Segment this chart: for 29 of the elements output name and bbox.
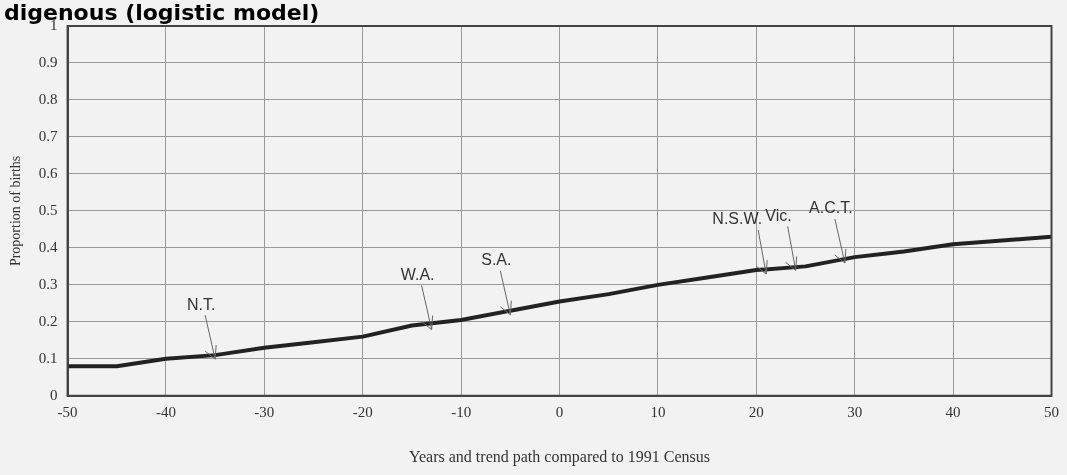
x-tick-label: -50 bbox=[57, 403, 78, 420]
x-tick-label: 40 bbox=[945, 403, 961, 420]
y-tick-label: 0.9 bbox=[38, 53, 58, 70]
y-tick-label: 0.5 bbox=[38, 201, 58, 218]
y-tick-label: 0.7 bbox=[38, 127, 59, 144]
annotation: N.S.W. bbox=[712, 210, 763, 228]
annotation: N.T. bbox=[186, 295, 216, 313]
y-tick-label: 0.2 bbox=[38, 312, 58, 329]
x-axis-title: Years and trend path compared to 1991 Census bbox=[409, 447, 711, 466]
y-tick-label: 0.3 bbox=[38, 275, 58, 292]
x-tick-label: 20 bbox=[748, 403, 764, 420]
y-tick-label: 0.6 bbox=[38, 164, 59, 181]
x-tick-label: 30 bbox=[847, 403, 863, 420]
y-tick-label: 0.4 bbox=[38, 238, 59, 255]
y-tick-label: 0.8 bbox=[38, 90, 58, 107]
x-tick-label: -20 bbox=[352, 403, 373, 420]
x-tick-label: 50 bbox=[1044, 403, 1059, 420]
annotation: Vic. bbox=[765, 206, 792, 224]
x-tick-label: -10 bbox=[451, 403, 472, 420]
x-tick-label: 0 bbox=[555, 403, 564, 420]
y-tick-label: 0.1 bbox=[38, 349, 58, 366]
x-tick-label: -40 bbox=[155, 403, 176, 420]
y-axis-title: Proportion of births bbox=[8, 155, 24, 267]
x-tick-label: 10 bbox=[650, 403, 666, 420]
y-tick-label: 0 bbox=[50, 386, 58, 403]
annotation: S.A. bbox=[481, 251, 512, 269]
x-tick-label: -30 bbox=[254, 403, 275, 420]
annotation: A.C.T. bbox=[809, 199, 853, 217]
annotation: W.A. bbox=[400, 265, 435, 283]
